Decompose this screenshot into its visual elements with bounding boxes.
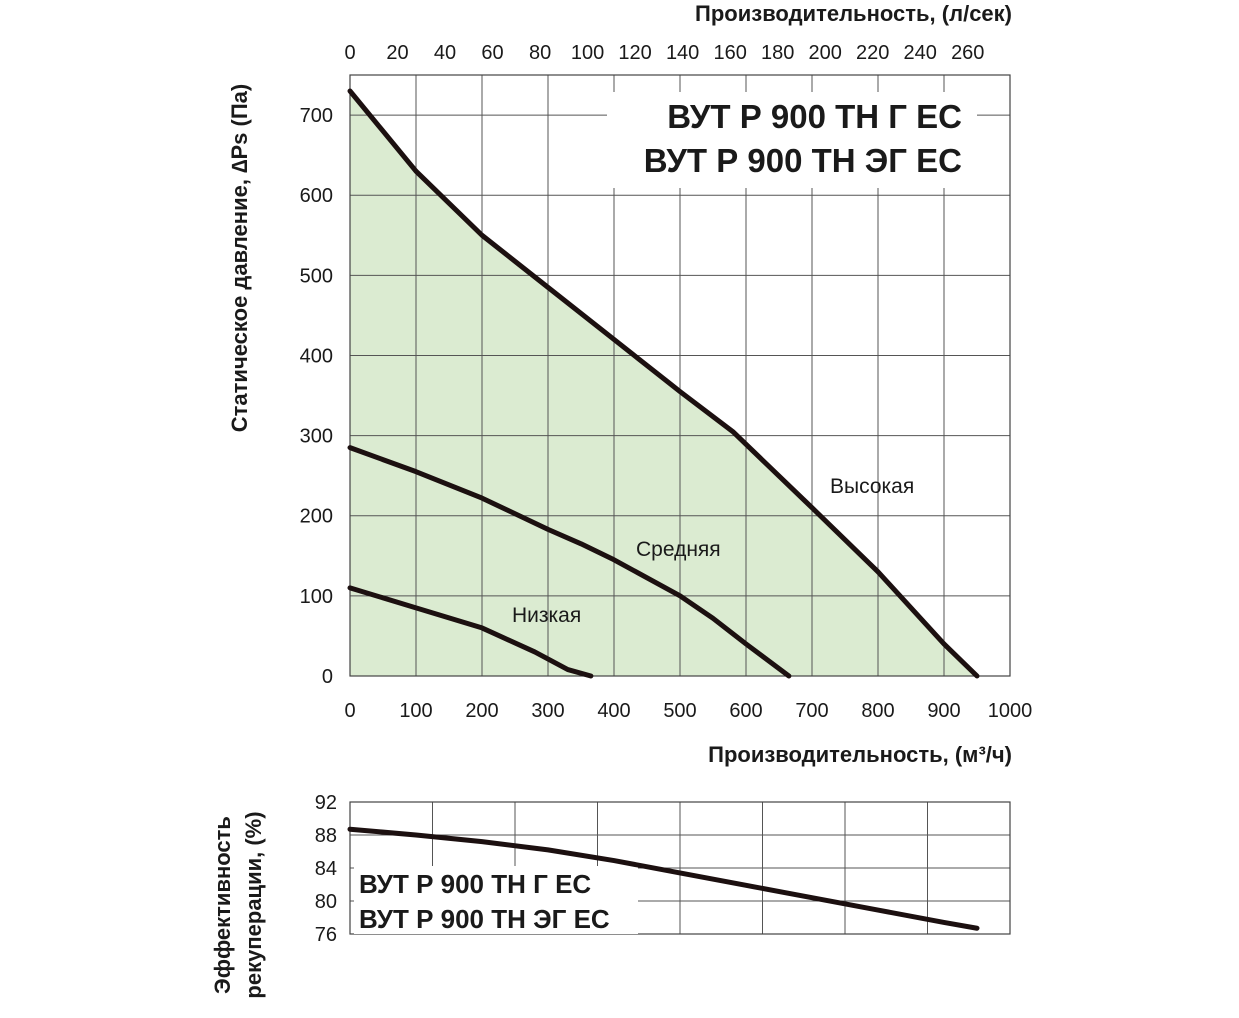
eff-y-tick-label: 92 — [315, 792, 337, 814]
x-tick-label: 600 — [729, 700, 762, 722]
y-tick-label: 200 — [300, 506, 333, 528]
series-line-0 — [347, 88, 980, 679]
model-box — [607, 92, 977, 188]
x-tick-label: 500 — [663, 700, 696, 722]
y-tick-label: 300 — [300, 426, 333, 448]
top-tick-label: 160 — [713, 42, 746, 64]
eff-model-name: ВУТ Р 900 ТН ЭГ ЕС — [359, 904, 610, 934]
series-label: Средняя — [636, 538, 721, 561]
eff-model-name: ВУТ Р 900 ТН Г ЕС — [359, 869, 591, 899]
top-tick-label: 200 — [809, 42, 842, 64]
eff-plot-frame — [349, 801, 1011, 935]
eff-y-axis-title: Эффективность рекуперации, (%) — [210, 811, 266, 998]
top-tick-label: 20 — [386, 42, 408, 64]
top-tick-label: 180 — [761, 42, 794, 64]
series-line-2 — [347, 585, 594, 679]
x-tick-label: 700 — [795, 700, 828, 722]
x-tick-label: 200 — [465, 700, 498, 722]
x-axis-title: Производительность, (м³/ч) — [708, 742, 1012, 767]
x-tick-label: 0 — [344, 700, 355, 722]
top-tick-label: 60 — [481, 42, 503, 64]
eff-y-tick-label: 76 — [315, 924, 337, 946]
y-tick-label: 700 — [300, 105, 333, 127]
y-tick-label: 600 — [300, 185, 333, 207]
top-tick-label: 80 — [529, 42, 551, 64]
plot-frame — [349, 74, 1011, 677]
x-tick-label: 100 — [399, 700, 432, 722]
series-label: Низкая — [512, 604, 581, 627]
model-name: ВУТ Р 900 ТН ЭГ ЕС — [644, 142, 962, 179]
y-tick-label: 100 — [300, 586, 333, 608]
y-tick-label: 500 — [300, 265, 333, 287]
operating-area — [350, 91, 977, 676]
series-label: Высокая — [830, 475, 914, 498]
top-tick-label: 0 — [344, 42, 355, 64]
top-tick-label: 220 — [856, 42, 889, 64]
y-tick-label: 0 — [322, 666, 333, 688]
series-line-1 — [347, 445, 792, 679]
x-tick-label: 800 — [861, 700, 894, 722]
eff-model-box — [354, 866, 638, 934]
top-tick-label: 260 — [951, 42, 984, 64]
eff-series-line — [347, 826, 980, 931]
x-tick-label: 900 — [927, 700, 960, 722]
top-tick-label: 40 — [434, 42, 456, 64]
x-tick-label: 1000 — [988, 700, 1033, 722]
eff-y-tick-label: 80 — [315, 891, 337, 913]
x-tick-label: 400 — [597, 700, 630, 722]
eff-y-tick-label: 84 — [315, 858, 337, 880]
top-axis-title: Производительность, (л/сек) — [695, 1, 1012, 26]
eff-y-tick-label: 88 — [315, 825, 337, 847]
y-tick-label: 400 — [300, 345, 333, 367]
y-axis-title: Статическое давление, ∆Ps (Па) — [227, 84, 252, 432]
top-tick-label: 100 — [571, 42, 604, 64]
top-tick-label: 120 — [618, 42, 651, 64]
x-tick-label: 300 — [531, 700, 564, 722]
model-name: ВУТ Р 900 ТН Г ЕС — [667, 98, 962, 135]
top-tick-label: 140 — [666, 42, 699, 64]
top-tick-label: 240 — [904, 42, 937, 64]
